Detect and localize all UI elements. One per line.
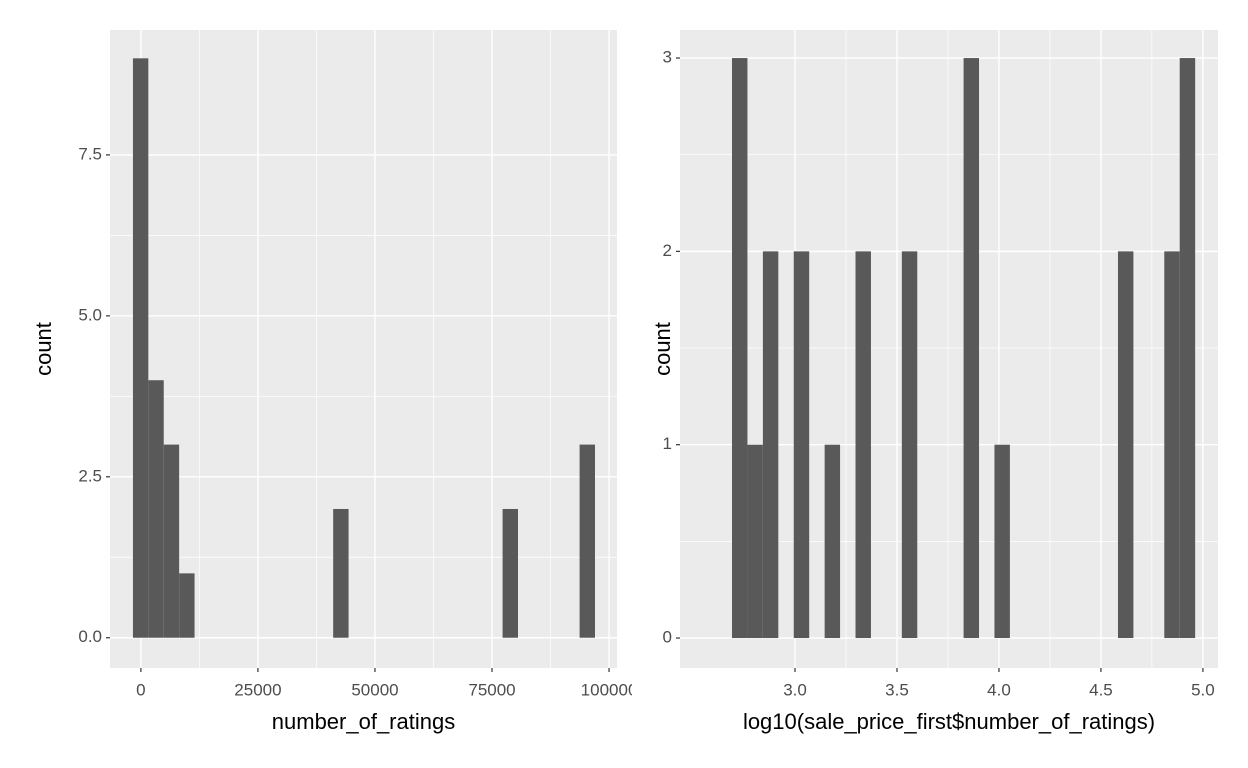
bar bbox=[901, 251, 918, 639]
x-tick-label: 75000 bbox=[468, 680, 515, 699]
x-tick-label: 100000 bbox=[581, 680, 638, 699]
bar bbox=[1164, 251, 1180, 639]
x-tick-label: 3.5 bbox=[885, 680, 909, 699]
bar bbox=[747, 444, 763, 639]
right-panel: 0 1 2 3 3.0 3.5 4.0 4.5 5.0 log10(sale_price_firs… bbox=[650, 30, 1218, 734]
x-axis-title: number_of_ratings bbox=[272, 709, 455, 734]
left-panel: 0.0 2.5 5.0 7.5 0 25000 50000 75000 100000 number… bbox=[31, 30, 638, 734]
y-axis-title: count bbox=[650, 322, 675, 376]
y-tick-label: 3 bbox=[663, 48, 672, 67]
y-tick-label: 2.5 bbox=[78, 466, 102, 485]
y-tick-label: 7.5 bbox=[78, 144, 102, 163]
x-tick-label: 50000 bbox=[351, 680, 398, 699]
y-tick-label: 2 bbox=[663, 241, 672, 260]
bar bbox=[502, 508, 518, 638]
bar bbox=[824, 444, 841, 639]
x-tick-label: 4.0 bbox=[987, 680, 1011, 699]
x-tick-label: 0 bbox=[136, 680, 145, 699]
bar bbox=[762, 251, 779, 639]
bar bbox=[1179, 58, 1196, 639]
y-axis-title: count bbox=[31, 322, 56, 376]
bar bbox=[963, 58, 980, 639]
y-tick-label: 0.0 bbox=[78, 627, 102, 646]
bar bbox=[179, 573, 195, 638]
bar bbox=[994, 444, 1010, 639]
x-tick-label: 3.0 bbox=[783, 680, 807, 699]
bar bbox=[132, 58, 149, 638]
y-tick-label: 0 bbox=[663, 628, 672, 647]
bar bbox=[579, 444, 595, 638]
bar bbox=[793, 251, 810, 639]
bar bbox=[855, 251, 871, 639]
x-tick-label: 25000 bbox=[234, 680, 281, 699]
x-tick-label: 4.5 bbox=[1089, 680, 1113, 699]
x-axis-title: log10(sale_price_first$number_of_ratings… bbox=[743, 709, 1155, 734]
y-tick-label: 5.0 bbox=[78, 305, 102, 324]
x-tick-label: 5.0 bbox=[1191, 680, 1215, 699]
bar bbox=[1117, 251, 1134, 639]
bar bbox=[148, 380, 164, 638]
bar bbox=[333, 508, 349, 638]
plot-background bbox=[110, 30, 617, 668]
bar bbox=[732, 58, 748, 639]
y-tick-label: 1 bbox=[663, 434, 672, 453]
bar bbox=[163, 444, 180, 638]
